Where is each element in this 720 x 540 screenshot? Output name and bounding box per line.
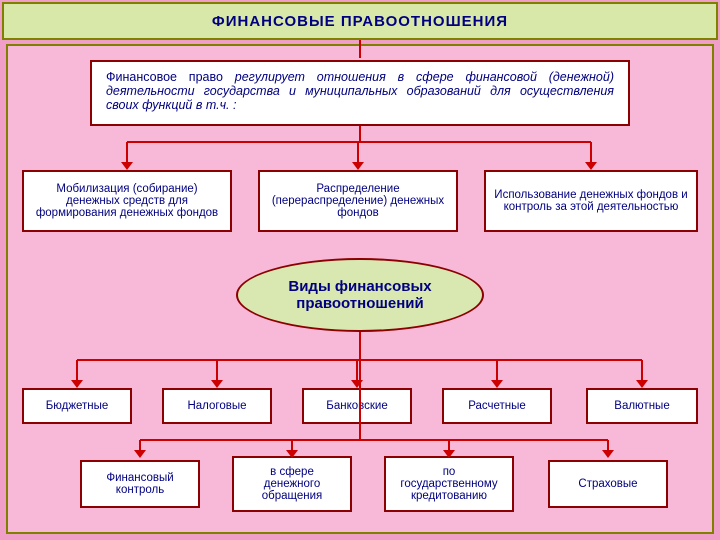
- type-label: Банковские: [326, 400, 387, 412]
- type-box: Валютные: [586, 388, 698, 424]
- type-label: Расчетные: [468, 400, 526, 412]
- type-box: Расчетные: [442, 388, 552, 424]
- type-label: в сфере денежного обращения: [242, 466, 342, 502]
- center-label: Виды финансовых правоотношений: [258, 278, 462, 312]
- type-box: Страховые: [548, 460, 668, 508]
- function-label: Использование денежных фондов и контроль…: [494, 189, 688, 213]
- type-box: Бюджетные: [22, 388, 132, 424]
- type-box: Налоговые: [162, 388, 272, 424]
- function-box-1: Распределение (перераспределение) денежн…: [258, 170, 458, 232]
- type-label: по государственному кредитованию: [394, 466, 504, 502]
- function-label: Распределение (перераспределение) денежн…: [268, 183, 448, 219]
- type-label: Налоговые: [187, 400, 246, 412]
- type-box: по государственному кредитованию: [384, 456, 514, 512]
- title-header: ФИНАНСОВЫЕ ПРАВООТНОШЕНИЯ: [2, 2, 718, 40]
- definition-box: Финансовое право регулирует отношения в …: [90, 60, 630, 126]
- function-box-0: Мобилизация (собирание) денежных средств…: [22, 170, 232, 232]
- title-text: ФИНАНСОВЫЕ ПРАВООТНОШЕНИЯ: [212, 13, 508, 30]
- type-box: Банковские: [302, 388, 412, 424]
- function-label: Мобилизация (собирание) денежных средств…: [32, 183, 222, 219]
- function-box-2: Использование денежных фондов и контроль…: [484, 170, 698, 232]
- type-box: Финансовый контроль: [80, 460, 200, 508]
- type-box: в сфере денежного обращения: [232, 456, 352, 512]
- type-label: Бюджетные: [46, 400, 109, 412]
- type-label: Финансовый контроль: [90, 472, 190, 496]
- definition-lead: Финансовое право: [106, 70, 223, 84]
- type-label: Валютные: [614, 400, 669, 412]
- center-oval: Виды финансовых правоотношений: [236, 258, 484, 332]
- type-label: Страховые: [578, 478, 637, 490]
